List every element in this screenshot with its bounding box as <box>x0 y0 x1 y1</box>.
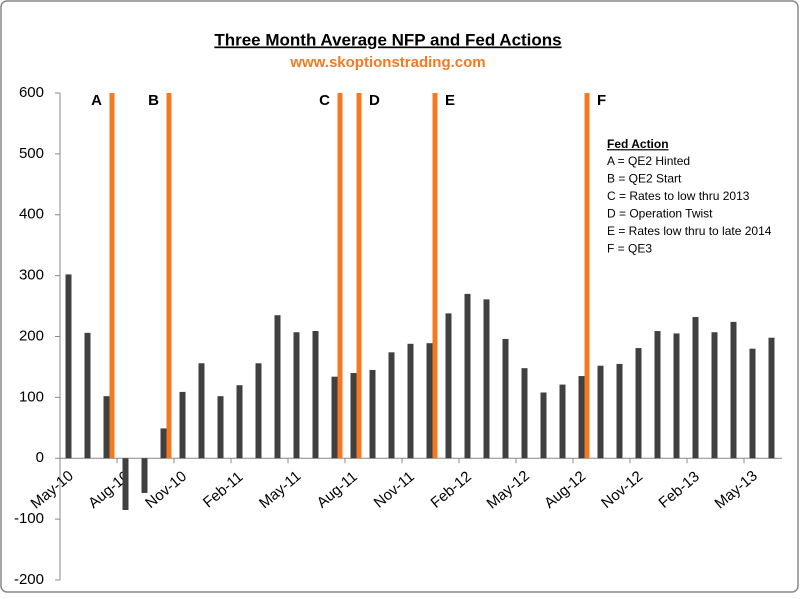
bar <box>692 317 699 459</box>
chart-subtitle: www.skoptionstrading.com <box>289 54 485 71</box>
bar <box>369 369 376 459</box>
bar <box>274 315 281 459</box>
bar <box>584 93 590 459</box>
bar <box>122 458 129 510</box>
bar <box>749 348 756 459</box>
annotation-letter: D <box>369 92 380 109</box>
bar <box>236 385 243 459</box>
legend-item: C = Rates to low thru 2013 <box>607 189 750 203</box>
legend-item: E = Rates low thru to late 2014 <box>607 224 772 238</box>
bar <box>616 363 623 459</box>
y-tick-label: 600 <box>19 84 44 101</box>
bar <box>426 343 433 459</box>
bar <box>337 93 343 459</box>
bar <box>160 428 167 459</box>
annotation-letter: E <box>445 92 455 109</box>
annotation-letter: B <box>148 92 159 109</box>
bar <box>635 348 642 459</box>
y-tick-label: 300 <box>19 267 44 284</box>
bar <box>673 333 680 459</box>
bar <box>445 313 452 459</box>
annotation-letter: A <box>91 92 102 109</box>
bar <box>578 376 585 459</box>
y-tick-label: -200 <box>14 571 44 588</box>
bar <box>84 332 91 459</box>
bar <box>432 93 438 459</box>
legend-item: A = QE2 Hinted <box>607 154 690 168</box>
bar <box>312 331 319 459</box>
y-tick-label: -100 <box>14 510 44 527</box>
bar <box>559 384 566 459</box>
bar <box>331 376 338 459</box>
bar <box>464 293 471 459</box>
legend-title: Fed Action <box>607 137 669 151</box>
bar <box>483 299 490 459</box>
y-tick-label: 0 <box>36 449 44 466</box>
bar <box>502 338 509 459</box>
bar <box>521 368 528 459</box>
annotation-letter: F <box>597 92 606 109</box>
legend-item: D = Operation Twist <box>607 207 713 221</box>
y-tick-label: 100 <box>19 388 44 405</box>
chart-title: Three Month Average NFP and Fed Actions <box>214 30 561 49</box>
bar <box>356 93 362 459</box>
legend-item: B = QE2 Start <box>607 172 682 186</box>
y-tick-label: 500 <box>19 145 44 162</box>
bar <box>103 396 110 459</box>
bar <box>711 332 718 459</box>
bar <box>597 365 604 459</box>
bar <box>388 352 395 459</box>
bar <box>141 458 148 493</box>
bar <box>217 396 224 459</box>
y-tick-label: 400 <box>19 206 44 223</box>
annotation-letter: C <box>319 92 330 109</box>
bar <box>65 274 72 459</box>
bar <box>109 93 115 459</box>
bar <box>166 93 172 459</box>
bar <box>350 373 357 459</box>
bar <box>198 363 205 459</box>
bar <box>768 337 775 459</box>
legend-item: F = QE3 <box>607 242 652 256</box>
bar <box>407 343 414 459</box>
bar <box>293 332 300 459</box>
y-tick-label: 200 <box>19 327 44 344</box>
bar <box>730 321 737 459</box>
bar <box>255 363 262 459</box>
bar <box>179 391 186 459</box>
bar <box>654 331 661 459</box>
bar <box>540 392 547 459</box>
